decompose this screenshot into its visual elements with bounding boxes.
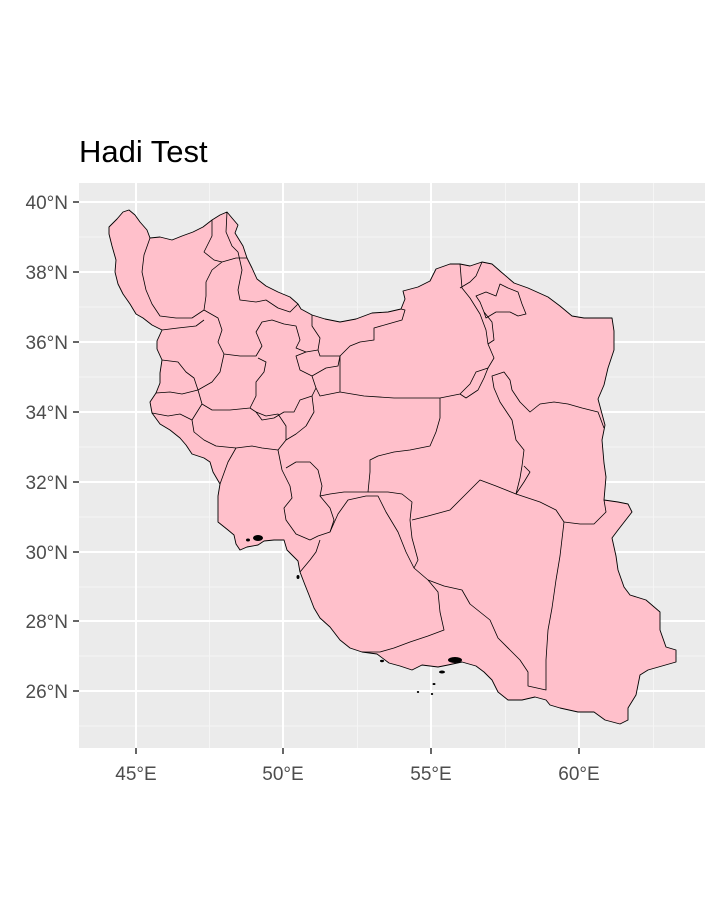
province-border xyxy=(311,308,406,377)
island xyxy=(416,691,420,693)
province-border xyxy=(237,251,299,313)
province-border xyxy=(368,491,419,569)
x-tick-label: 55°E xyxy=(410,764,451,785)
y-tick-label: 40°N xyxy=(26,193,68,214)
province-border xyxy=(515,465,531,495)
y-tick-label: 38°N xyxy=(26,263,68,284)
x-tick-label: 60°E xyxy=(558,764,599,785)
province-border xyxy=(285,395,315,441)
province-border xyxy=(203,309,321,357)
y-axis-ticks xyxy=(73,201,79,692)
island xyxy=(432,683,436,685)
province-border xyxy=(317,349,340,357)
province-border xyxy=(255,351,317,421)
province-border xyxy=(459,367,489,399)
y-axis-labels: 40°N 38°N 36°N 34°N 32°N 30°N 28°N 26°N xyxy=(26,193,68,703)
map-title: Hadi Test xyxy=(79,134,208,169)
iran-country-outline xyxy=(108,209,677,725)
gulf-islands xyxy=(246,535,462,695)
province-border xyxy=(203,220,223,263)
province-border xyxy=(191,407,287,451)
province-border xyxy=(475,283,527,345)
island xyxy=(380,659,384,663)
island xyxy=(296,575,300,579)
province-borders xyxy=(141,211,607,691)
province-border xyxy=(491,371,605,495)
province-border xyxy=(161,359,199,391)
island xyxy=(430,693,434,695)
y-tick-label: 28°N xyxy=(26,612,68,633)
province-border xyxy=(203,257,247,311)
province-border xyxy=(411,479,565,523)
y-tick-label: 32°N xyxy=(26,473,68,494)
province-border xyxy=(329,495,445,653)
x-tick-label: 50°E xyxy=(262,764,303,785)
province-border xyxy=(151,403,203,421)
province-border xyxy=(141,237,205,319)
province-border xyxy=(299,539,321,573)
province-border xyxy=(315,387,341,397)
province-border xyxy=(563,499,607,525)
x-axis-ticks xyxy=(135,748,580,754)
x-tick-label: 45°E xyxy=(115,764,156,785)
y-tick-label: 26°N xyxy=(26,682,68,703)
province-border xyxy=(339,263,495,399)
province-border xyxy=(225,211,239,253)
y-tick-label: 34°N xyxy=(26,403,68,424)
province-border xyxy=(161,319,205,331)
x-axis-labels: 45°E 50°E 55°E 60°E xyxy=(115,764,599,785)
province-border xyxy=(459,261,483,289)
island xyxy=(253,535,263,541)
island xyxy=(439,670,445,674)
province-border xyxy=(197,357,267,411)
province-border xyxy=(427,521,565,691)
province-border xyxy=(277,449,335,541)
y-tick-label: 36°N xyxy=(26,333,68,354)
y-tick-label: 30°N xyxy=(26,543,68,564)
island xyxy=(246,538,250,542)
island xyxy=(448,657,462,663)
province-border xyxy=(285,398,441,497)
province-border xyxy=(219,447,237,485)
